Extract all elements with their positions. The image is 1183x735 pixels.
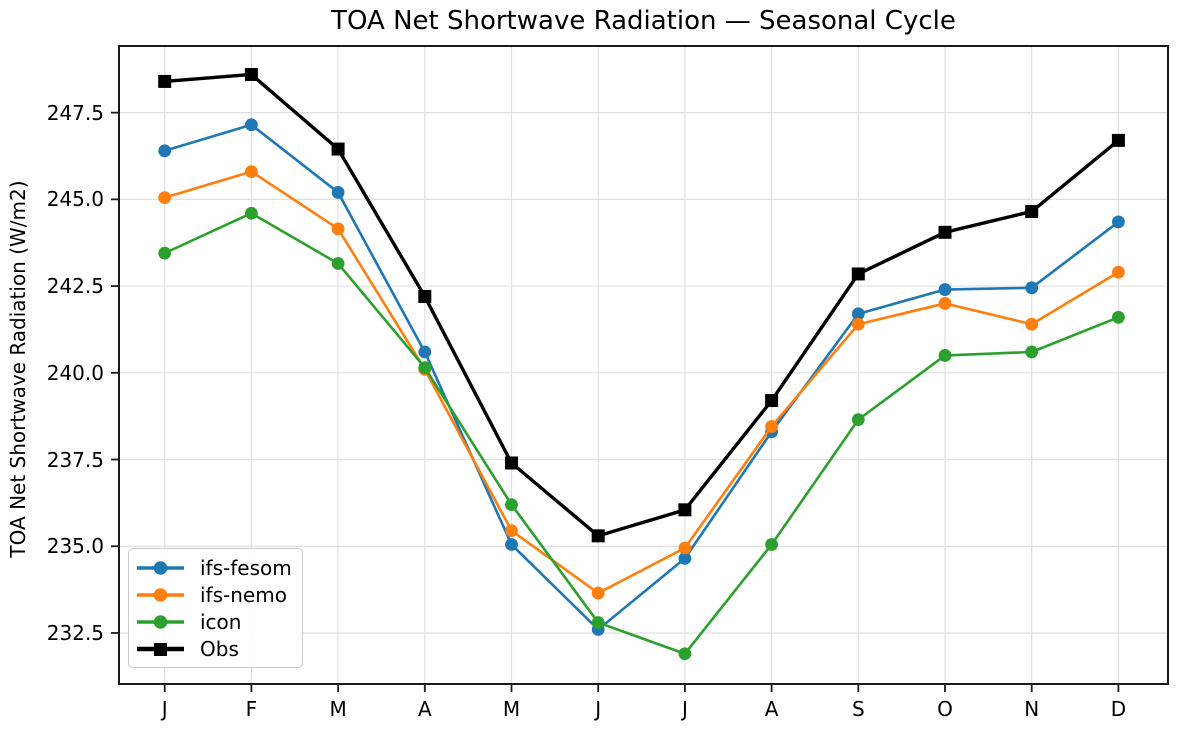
legend-marker xyxy=(154,642,167,656)
line-square-marker-icon xyxy=(137,642,184,656)
x-tick-label: M xyxy=(502,697,521,721)
data-point-Obs xyxy=(505,456,518,470)
data-point-Obs xyxy=(765,394,779,408)
data-point-icon xyxy=(505,498,518,512)
series-line-ifs-fesom xyxy=(164,123,1120,631)
legend-label: Obs xyxy=(200,636,239,661)
line-circle-marker-icon xyxy=(137,614,184,629)
series-line-Obs xyxy=(164,72,1120,538)
chart-title: TOA Net Shortwave Radiation — Seasonal C… xyxy=(331,6,956,36)
legend: ifs-fesom ifs-nemo icon Obs xyxy=(128,548,303,668)
data-point-ifs-nemo xyxy=(1025,317,1039,331)
y-tick-label: 247.5 xyxy=(46,100,104,125)
legend-item-obs: Obs xyxy=(137,636,302,662)
data-point-ifs-fesom xyxy=(1025,281,1039,295)
x-tick-label: M xyxy=(329,697,347,721)
data-point-icon xyxy=(245,206,258,220)
line-circle-marker-icon xyxy=(137,587,184,602)
legend-marker xyxy=(153,587,168,602)
y-tick-label: 242.5 xyxy=(46,274,104,299)
legend-marker xyxy=(153,560,168,575)
data-point-ifs-nemo xyxy=(678,541,692,555)
x-tick-label: J xyxy=(681,697,688,721)
data-point-ifs-fesom xyxy=(418,345,432,359)
x-tick-label: N xyxy=(1024,697,1040,721)
data-point-ifs-fesom xyxy=(331,186,345,199)
data-point-ifs-nemo xyxy=(505,524,518,538)
line-circle-marker-icon xyxy=(137,560,184,575)
plot-area xyxy=(111,45,1169,692)
legend-label: icon xyxy=(200,609,242,634)
data-point-ifs-nemo xyxy=(245,165,258,179)
series-line-icon xyxy=(164,211,1119,656)
data-point-Obs xyxy=(1111,133,1125,147)
data-point-Obs xyxy=(158,74,172,88)
data-point-ifs-nemo xyxy=(591,586,605,600)
x-tick-label: S xyxy=(851,697,865,721)
data-point-ifs-fesom xyxy=(938,283,952,296)
data-point-ifs-nemo xyxy=(158,191,172,205)
data-point-icon xyxy=(158,246,172,260)
x-tick-label: J xyxy=(595,697,602,721)
x-tick-label: D xyxy=(1110,697,1127,721)
x-tick-label: O xyxy=(937,697,953,721)
data-point-Obs xyxy=(1025,205,1039,219)
axes-spines xyxy=(118,45,1169,685)
data-point-ifs-nemo xyxy=(1112,265,1125,279)
data-point-Obs xyxy=(331,142,345,156)
data-point-Obs xyxy=(851,267,865,281)
data-point-Obs xyxy=(678,503,692,517)
series-line-ifs-nemo xyxy=(164,170,1120,595)
data-point-icon xyxy=(765,538,778,551)
y-tick-label: 240.0 xyxy=(46,360,104,385)
legend-label: ifs-nemo xyxy=(200,582,287,607)
data-point-icon xyxy=(418,361,432,375)
data-point-icon xyxy=(851,413,865,427)
data-point-ifs-fesom xyxy=(1112,215,1125,229)
data-point-ifs-nemo xyxy=(765,420,778,433)
data-point-ifs-nemo xyxy=(938,297,952,310)
data-point-Obs xyxy=(591,529,605,543)
x-tick-label: F xyxy=(245,697,258,721)
legend-item-icon: icon xyxy=(137,609,302,635)
data-point-ifs-fesom xyxy=(158,144,172,158)
y-tick-label: 245.0 xyxy=(46,187,104,212)
data-point-Obs xyxy=(418,289,432,303)
data-point-ifs-fesom xyxy=(851,307,865,321)
data-point-icon xyxy=(331,257,345,270)
data-point-Obs xyxy=(938,225,952,239)
y-tick-label: 235.0 xyxy=(46,534,104,559)
data-point-icon xyxy=(678,647,692,661)
data-point-icon xyxy=(1112,310,1125,324)
y-tick-label: 237.5 xyxy=(46,447,104,472)
y-tick-label: 232.5 xyxy=(46,620,104,645)
data-point-icon xyxy=(1025,345,1039,359)
legend-marker xyxy=(153,614,168,629)
data-point-Obs xyxy=(244,67,258,81)
data-point-ifs-fesom xyxy=(245,118,258,132)
x-tick-label: A xyxy=(764,697,779,721)
data-point-ifs-fesom xyxy=(678,551,692,565)
data-point-icon xyxy=(591,616,605,629)
legend-item-ifs-nemo: ifs-nemo xyxy=(137,582,302,608)
x-tick-label: A xyxy=(417,697,432,721)
data-point-icon xyxy=(938,349,952,362)
x-tick-label: J xyxy=(161,697,168,721)
data-point-ifs-nemo xyxy=(851,317,865,331)
legend-label: ifs-fesom xyxy=(200,555,292,580)
data-point-ifs-nemo xyxy=(331,222,345,236)
legend-item-ifs-fesom: ifs-fesom xyxy=(137,555,302,581)
data-point-ifs-fesom xyxy=(505,538,518,551)
